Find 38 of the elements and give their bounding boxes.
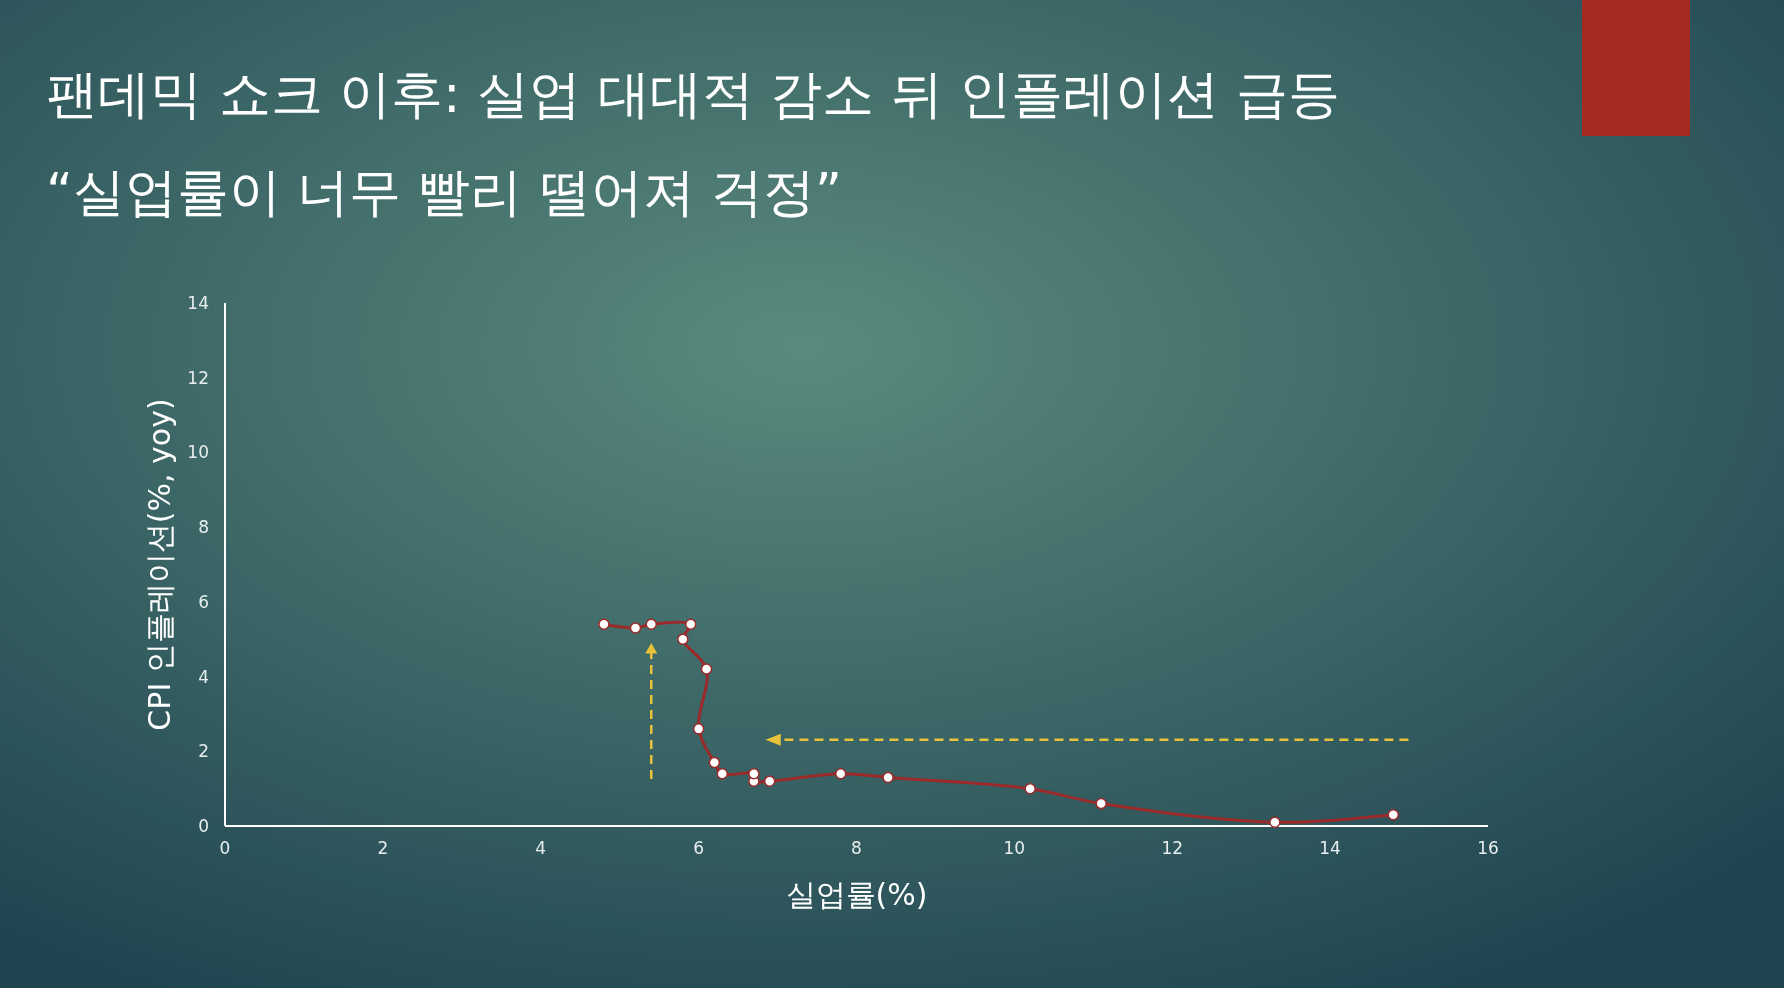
x-tick-label: 0 bbox=[219, 838, 231, 858]
x-tick-label: 12 bbox=[1161, 838, 1184, 858]
y-tick-label: 2 bbox=[198, 741, 209, 762]
x-tick-label: 6 bbox=[693, 838, 705, 858]
point bbox=[716, 767, 729, 780]
point bbox=[748, 767, 760, 780]
point bbox=[1269, 816, 1281, 829]
x-tick-label: 16 bbox=[1477, 838, 1499, 858]
y-tick-label: 8 bbox=[198, 517, 209, 538]
y-tick-label: 4 bbox=[198, 666, 209, 687]
x-tick-label: 4 bbox=[535, 838, 547, 858]
y-tick-label: 12 bbox=[187, 367, 209, 388]
point bbox=[708, 756, 721, 769]
point bbox=[684, 618, 697, 631]
x-tick-label: 14 bbox=[1319, 838, 1341, 858]
point bbox=[1095, 797, 1107, 810]
x-tick-label: 10 bbox=[1003, 838, 1026, 858]
y-tick-label: 14 bbox=[187, 292, 209, 313]
x-tick-label: 8 bbox=[851, 838, 862, 858]
point bbox=[763, 775, 776, 787]
point bbox=[700, 663, 713, 675]
point bbox=[645, 618, 658, 631]
chart-subtitle: “실업률이 너무 빨리 떨어져 걱정” bbox=[46, 162, 842, 222]
y-tick-label: 10 bbox=[187, 442, 209, 463]
point bbox=[1024, 782, 1036, 795]
point bbox=[629, 622, 642, 634]
y-tick-label: 0 bbox=[198, 815, 209, 836]
chart-title: 팬데믹 쇼크 이후: 실업 대대적 감소 뒤 인플레이션 급등 bbox=[46, 64, 1340, 124]
point bbox=[677, 633, 689, 645]
point bbox=[692, 723, 705, 735]
point bbox=[1387, 809, 1400, 821]
point bbox=[834, 767, 847, 780]
y-tick-label: 6 bbox=[198, 591, 209, 612]
y-axis-title: CPI 인플레이션(%, yoy) bbox=[142, 398, 177, 731]
x-tick-label: 2 bbox=[377, 838, 389, 858]
point bbox=[598, 618, 610, 631]
point bbox=[882, 771, 894, 784]
x-axis-title: 실업률(%) bbox=[785, 877, 928, 912]
